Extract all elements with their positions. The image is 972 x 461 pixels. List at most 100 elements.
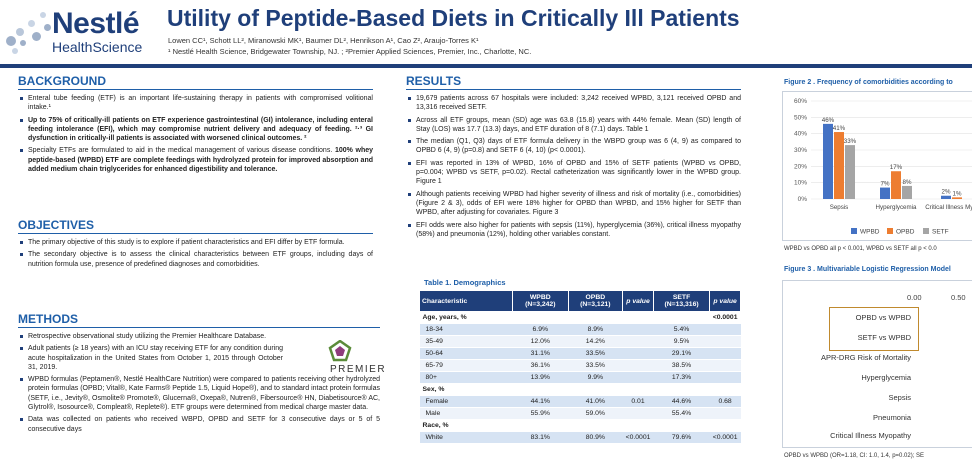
background-item: Specialty ETFs are formulated to aid in …	[18, 146, 373, 174]
regression-row-label: Pneumonia	[873, 413, 911, 422]
table-cell	[709, 347, 741, 360]
header-divider	[0, 64, 972, 68]
method-item: Retrospective observational study utiliz…	[18, 332, 380, 341]
table-cell: Age, years, %	[419, 311, 513, 324]
table-header-cell: Characteristic	[419, 290, 513, 312]
y-tick-label: 60%	[794, 98, 807, 105]
x-category-label: Hyperglycemia	[876, 204, 917, 211]
table-cell: 80.9%	[568, 431, 623, 444]
table-cell: 35-49	[419, 335, 513, 348]
table-cell: 14.2%	[568, 335, 623, 348]
table-cell: 44.6%	[653, 395, 710, 408]
table-cell: White	[419, 431, 513, 444]
figure3-panel: 0.00 0.50 OPBD vs WPBD SETF vs WPBD APR-DR…	[782, 280, 972, 448]
x-category-label: Critical Illness Myopath	[925, 204, 972, 211]
x-category-label: Sepsis	[830, 204, 849, 211]
background-heading: BACKGROUND	[18, 74, 373, 90]
table-cell	[709, 419, 741, 432]
table-cell: <0.0001	[709, 311, 741, 324]
table-cell: 33.5%	[568, 347, 623, 360]
poster-header: Nestlé HealthScience Utility of Peptide-…	[0, 0, 972, 67]
data-label: 46%	[822, 117, 835, 124]
legend-swatch	[923, 228, 929, 234]
regression-row-label: Critical Illness Myopathy	[830, 431, 911, 440]
table-cell: 0.68	[709, 395, 741, 408]
table-cell: 9.5%	[653, 335, 710, 348]
result-item: EFI was reported in 13% of WPBD, 16% of …	[406, 159, 741, 187]
table-cell: 0.01	[622, 395, 654, 408]
table-cell	[653, 383, 710, 396]
table-row: Female 44.1% 41.0% 0.01 44.6% 0.68	[419, 395, 741, 408]
table-cell: 50-64	[419, 347, 513, 360]
affiliations: ¹ Nestlé Health Science, Bridgewater Tow…	[168, 47, 532, 56]
table-cell	[709, 407, 741, 420]
table-cell: Male	[419, 407, 513, 420]
table-cell	[568, 383, 623, 396]
bar-wpbd	[823, 123, 833, 199]
background-text: Specialty ETFs are formulated to aid in …	[28, 147, 335, 155]
objectives-heading: OBJECTIVES	[18, 218, 373, 234]
table-cell: 55.9%	[512, 407, 569, 420]
data-label: 2%	[942, 189, 951, 196]
table-cell: 6.9%	[512, 323, 569, 336]
regression-row-label: SETF vs WPBD	[857, 333, 911, 342]
regression-row-label: APR-DRG Risk of Mortality	[820, 353, 911, 362]
table-row: 50-64 31.1% 33.5% 29.1%	[419, 347, 741, 360]
background-text: Enteral tube feeding (ETF) is an importa…	[28, 95, 373, 112]
data-label: 1%	[953, 190, 962, 197]
table-cell	[512, 311, 569, 324]
table-cell: 79.6%	[653, 431, 710, 444]
table-cell: 9.9%	[568, 371, 623, 384]
table-cell: 5.4%	[653, 323, 710, 336]
bar-setf	[902, 185, 912, 199]
table-cell: 38.5%	[653, 359, 710, 372]
legend-label: WPBD	[860, 229, 880, 236]
table-row: 35-49 12.0% 14.2% 9.5%	[419, 335, 741, 348]
table-cell	[709, 335, 741, 348]
table-row: 18-34 6.9% 8.9% 5.4%	[419, 323, 741, 336]
table-cell	[622, 335, 654, 348]
axis-tick-label: 0.00	[907, 293, 922, 302]
result-item: 19,679 patients across 67 hospitals were…	[406, 94, 741, 113]
table-title: Table 1. Demographics	[424, 278, 506, 287]
table-cell: 17.3%	[653, 371, 710, 384]
legend-swatch	[887, 228, 893, 234]
table-cell	[653, 311, 710, 324]
table-cell: 31.1%	[512, 347, 569, 360]
table-cell	[622, 371, 654, 384]
bar-wpbd	[880, 187, 890, 199]
regression-row-label: OPBD vs WPBD	[855, 313, 911, 322]
table-cell	[568, 419, 623, 432]
data-label: 7%	[881, 181, 890, 188]
table-cell: Female	[419, 395, 513, 408]
result-item: Although patients receiving WPBD had hig…	[406, 190, 741, 218]
table-header-cell: p value	[622, 290, 654, 312]
table-row: 80+ 13.9% 9.9% 17.3%	[419, 371, 741, 384]
y-tick-label: 0%	[798, 196, 808, 203]
table-header-cell: WPBD (N=3,242)	[512, 290, 569, 312]
table-row: 65-79 36.1% 33.5% 38.5%	[419, 359, 741, 372]
background-text-bold: Up to 75% of critically-ill patients on …	[28, 116, 373, 143]
regression-row-label: Sepsis	[888, 393, 911, 402]
table-header-row: Characteristic WPBD (N=3,242) OPBD (N=3,…	[419, 290, 741, 312]
author-list: Lowen CC¹, Schott LL², Miranowski MK¹, B…	[168, 36, 479, 45]
table-cell: <0.0001	[622, 431, 654, 444]
legend-label: OPBD	[896, 229, 915, 236]
background-section: BACKGROUND Enteral tube feeding (ETF) is…	[18, 74, 373, 177]
data-label: 17%	[890, 164, 903, 171]
figure2-panel: 60% 50% 40% 30% 20% 10% 0% 46% 41% 33% Sepsis 7% 17%…	[782, 91, 972, 241]
table-cell: 65-79	[419, 359, 513, 372]
table-cell: 44.1%	[512, 395, 569, 408]
background-text-bold: 100% whey peptide-based (WPBD) ETF are c…	[28, 147, 374, 174]
objective-item: The secondary objective is to assess the…	[18, 250, 373, 269]
figure3-note: OPBD vs WPBD (OR=1.18, CI: 1.0, 1.4, p=0…	[784, 453, 925, 459]
table-cell: 12.0%	[512, 335, 569, 348]
bar-opbd	[891, 171, 901, 199]
table-cell	[653, 419, 710, 432]
table-cell	[622, 419, 654, 432]
table-cell	[568, 311, 623, 324]
table-cell	[622, 311, 654, 324]
table-cell	[512, 419, 569, 432]
table-header-cell: OPBD (N=3,121)	[567, 290, 624, 312]
table-cell: 18-34	[419, 323, 513, 336]
